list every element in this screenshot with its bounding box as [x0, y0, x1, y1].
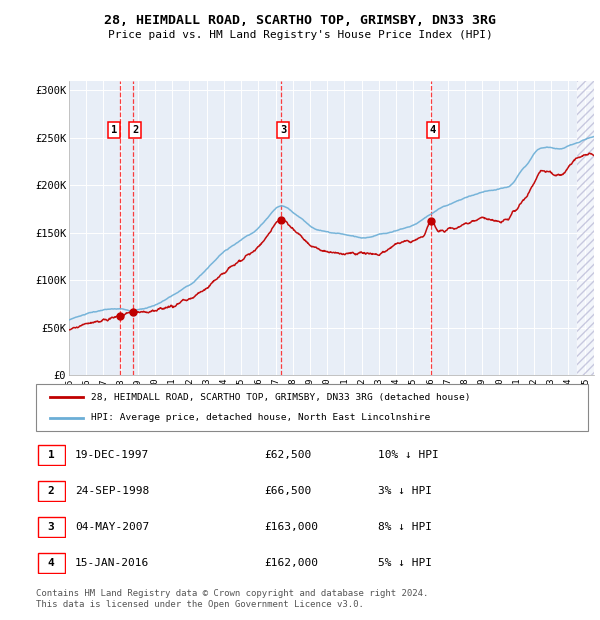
Text: 2: 2: [47, 486, 55, 496]
Text: 4: 4: [47, 558, 55, 568]
Text: 4: 4: [430, 125, 436, 135]
Text: 3: 3: [280, 125, 286, 135]
Text: 3% ↓ HPI: 3% ↓ HPI: [378, 486, 432, 496]
Text: £162,000: £162,000: [264, 558, 318, 568]
Text: 8% ↓ HPI: 8% ↓ HPI: [378, 522, 432, 532]
Text: HPI: Average price, detached house, North East Lincolnshire: HPI: Average price, detached house, Nort…: [91, 414, 430, 422]
Text: 1: 1: [111, 125, 117, 135]
Text: £62,500: £62,500: [264, 450, 311, 460]
Text: £66,500: £66,500: [264, 486, 311, 496]
Text: 2: 2: [132, 125, 139, 135]
Text: 5% ↓ HPI: 5% ↓ HPI: [378, 558, 432, 568]
Text: 10% ↓ HPI: 10% ↓ HPI: [378, 450, 439, 460]
Bar: [577, 81, 594, 375]
Text: 15-JAN-2016: 15-JAN-2016: [75, 558, 149, 568]
Text: 24-SEP-1998: 24-SEP-1998: [75, 486, 149, 496]
Text: £163,000: £163,000: [264, 522, 318, 532]
Text: 19-DEC-1997: 19-DEC-1997: [75, 450, 149, 460]
Text: 28, HEIMDALL ROAD, SCARTHO TOP, GRIMSBY, DN33 3RG (detached house): 28, HEIMDALL ROAD, SCARTHO TOP, GRIMSBY,…: [91, 393, 471, 402]
Text: 1: 1: [47, 450, 55, 460]
Text: 28, HEIMDALL ROAD, SCARTHO TOP, GRIMSBY, DN33 3RG: 28, HEIMDALL ROAD, SCARTHO TOP, GRIMSBY,…: [104, 14, 496, 27]
Text: 3: 3: [47, 522, 55, 532]
Text: Price paid vs. HM Land Registry's House Price Index (HPI): Price paid vs. HM Land Registry's House …: [107, 30, 493, 40]
Bar: [577, 81, 594, 375]
Text: Contains HM Land Registry data © Crown copyright and database right 2024.
This d: Contains HM Land Registry data © Crown c…: [36, 590, 428, 609]
Text: 04-MAY-2007: 04-MAY-2007: [75, 522, 149, 532]
